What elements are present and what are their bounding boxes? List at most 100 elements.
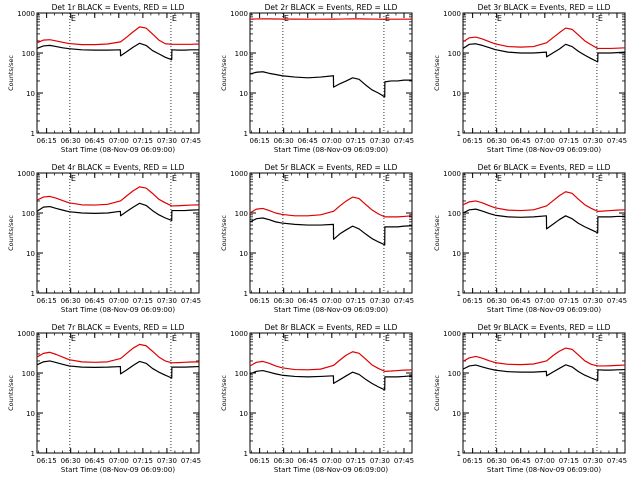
y-tick-label: 10 — [239, 250, 248, 258]
x-tick-label: 06:45 — [511, 457, 531, 465]
x-tick-label: 07:15 — [133, 457, 153, 465]
plot-frame — [462, 332, 626, 454]
x-tick-label: 07:15 — [559, 137, 579, 145]
y-tick-label: 1 — [457, 450, 461, 458]
x-tick-label: 07:15 — [133, 297, 153, 305]
plot-frame — [36, 12, 200, 134]
plot-frame — [249, 12, 413, 134]
x-tick-label: 06:30 — [61, 297, 81, 305]
y-axis-label: Counts/sec — [7, 215, 15, 251]
x-tick-label: 07:45 — [181, 137, 201, 145]
x-tick-label: 07:30 — [583, 297, 603, 305]
x-tick-label: 07:00 — [322, 137, 342, 145]
events-series-line — [249, 217, 413, 246]
y-tick-label: 100 — [235, 370, 248, 378]
y-tick-label: 10 — [239, 410, 248, 418]
x-tick-label: 06:30 — [274, 457, 294, 465]
x-tick-label: 07:30 — [157, 297, 177, 305]
chart-title: Det 9r BLACK = Events, RED = LLD — [478, 323, 611, 332]
events-series-line — [462, 43, 626, 63]
y-tick-label: 1 — [31, 290, 35, 298]
x-tick-label: 07:00 — [535, 297, 555, 305]
x-tick-label: 07:15 — [559, 457, 579, 465]
chart-title: Det 1r BLACK = Events, RED = LLD — [52, 3, 185, 12]
y-tick-label: 100 — [235, 210, 248, 218]
marker-label: E — [598, 334, 603, 343]
x-axis-label: Start Time (08-Nov-09 06:09:00) — [487, 306, 601, 314]
x-tick-label: 06:30 — [487, 297, 507, 305]
y-tick-label: 10 — [452, 410, 461, 418]
y-tick-label: 10 — [26, 410, 35, 418]
x-axis-label: Start Time (08-Nov-09 06:09:00) — [487, 466, 601, 474]
y-tick-label: 1000 — [230, 170, 248, 178]
x-tick-label: 07:00 — [109, 137, 129, 145]
y-tick-label: 10 — [26, 90, 35, 98]
marker-label: E — [172, 334, 177, 343]
y-axis-label: Counts/sec — [7, 375, 15, 411]
y-axis-label: Counts/sec — [220, 55, 228, 91]
chart-panel: Det 5r BLACK = Events, RED = LLD 1 10 100 10… — [220, 163, 414, 314]
y-tick-label: 1 — [457, 290, 461, 298]
plot-frame — [249, 332, 413, 454]
x-tick-label: 07:30 — [583, 137, 603, 145]
y-tick-label: 100 — [22, 50, 35, 58]
lld-series-line — [249, 196, 413, 218]
y-tick-label: 1000 — [443, 10, 461, 18]
marker-label: E — [172, 14, 177, 23]
events-series-line — [462, 364, 626, 382]
x-tick-label: 06:15 — [250, 297, 270, 305]
y-tick-label: 1000 — [17, 10, 35, 18]
x-axis-label: Start Time (08-Nov-09 06:09:00) — [274, 306, 388, 314]
marker-label: E — [172, 174, 177, 183]
x-tick-label: 06:30 — [274, 137, 294, 145]
y-tick-label: 1000 — [443, 330, 461, 338]
x-tick-label: 07:45 — [607, 137, 627, 145]
events-series-line — [36, 42, 199, 61]
plot-frame — [36, 172, 200, 294]
x-axis-label: Start Time (08-Nov-09 06:09:00) — [61, 146, 175, 154]
y-axis-label: Counts/sec — [433, 375, 441, 411]
y-tick-label: 100 — [448, 210, 461, 218]
marker-label: E — [497, 14, 502, 23]
x-tick-label: 07:45 — [394, 137, 414, 145]
x-tick-label: 06:45 — [298, 457, 318, 465]
chart-panel: Det 6r BLACK = Events, RED = LLD 1 10 100 10… — [433, 163, 627, 314]
x-tick-label: 06:45 — [298, 137, 318, 145]
y-axis-label: Counts/sec — [220, 375, 228, 411]
events-series-line — [36, 202, 200, 222]
x-tick-label: 07:15 — [346, 297, 366, 305]
y-tick-label: 1 — [31, 130, 35, 138]
x-tick-label: 07:30 — [157, 457, 177, 465]
x-axis-label: Start Time (08-Nov-09 06:09:00) — [487, 146, 601, 154]
chart-panel: Det 4r BLACK = Events, RED = LLD 1 10 100 10… — [7, 163, 201, 314]
chart-title: Det 8r BLACK = Events, RED = LLD — [265, 323, 398, 332]
lld-series-line — [249, 351, 413, 372]
x-tick-label: 07:30 — [583, 457, 603, 465]
y-tick-label: 10 — [239, 90, 248, 98]
x-axis-label: Start Time (08-Nov-09 06:09:00) — [61, 306, 175, 314]
plot-frame — [462, 12, 626, 134]
x-tick-label: 07:00 — [109, 457, 129, 465]
chart-title: Det 2r BLACK = Events, RED = LLD — [265, 3, 398, 12]
x-tick-label: 06:45 — [85, 137, 105, 145]
x-tick-label: 07:30 — [370, 297, 390, 305]
lld-series-line — [462, 191, 626, 212]
x-tick-label: 06:15 — [37, 297, 57, 305]
chart-panel: Det 3r BLACK = Events, RED = LLD 1 10 100 10… — [433, 3, 627, 154]
x-tick-label: 06:45 — [85, 457, 105, 465]
x-tick-label: 07:45 — [394, 297, 414, 305]
x-tick-label: 07:45 — [181, 457, 201, 465]
chart-title: Det 7r BLACK = Events, RED = LLD — [52, 323, 185, 332]
y-tick-label: 1000 — [230, 10, 248, 18]
marker-label: E — [71, 174, 76, 183]
y-tick-label: 1 — [31, 450, 35, 458]
lld-series-line — [36, 186, 200, 207]
y-tick-label: 1 — [457, 130, 461, 138]
x-tick-label: 06:30 — [487, 137, 507, 145]
x-tick-label: 07:00 — [322, 457, 342, 465]
y-axis-label: Counts/sec — [7, 55, 15, 91]
x-tick-label: 06:30 — [61, 457, 81, 465]
x-axis-label: Start Time (08-Nov-09 06:09:00) — [274, 466, 388, 474]
y-tick-label: 1 — [244, 290, 248, 298]
